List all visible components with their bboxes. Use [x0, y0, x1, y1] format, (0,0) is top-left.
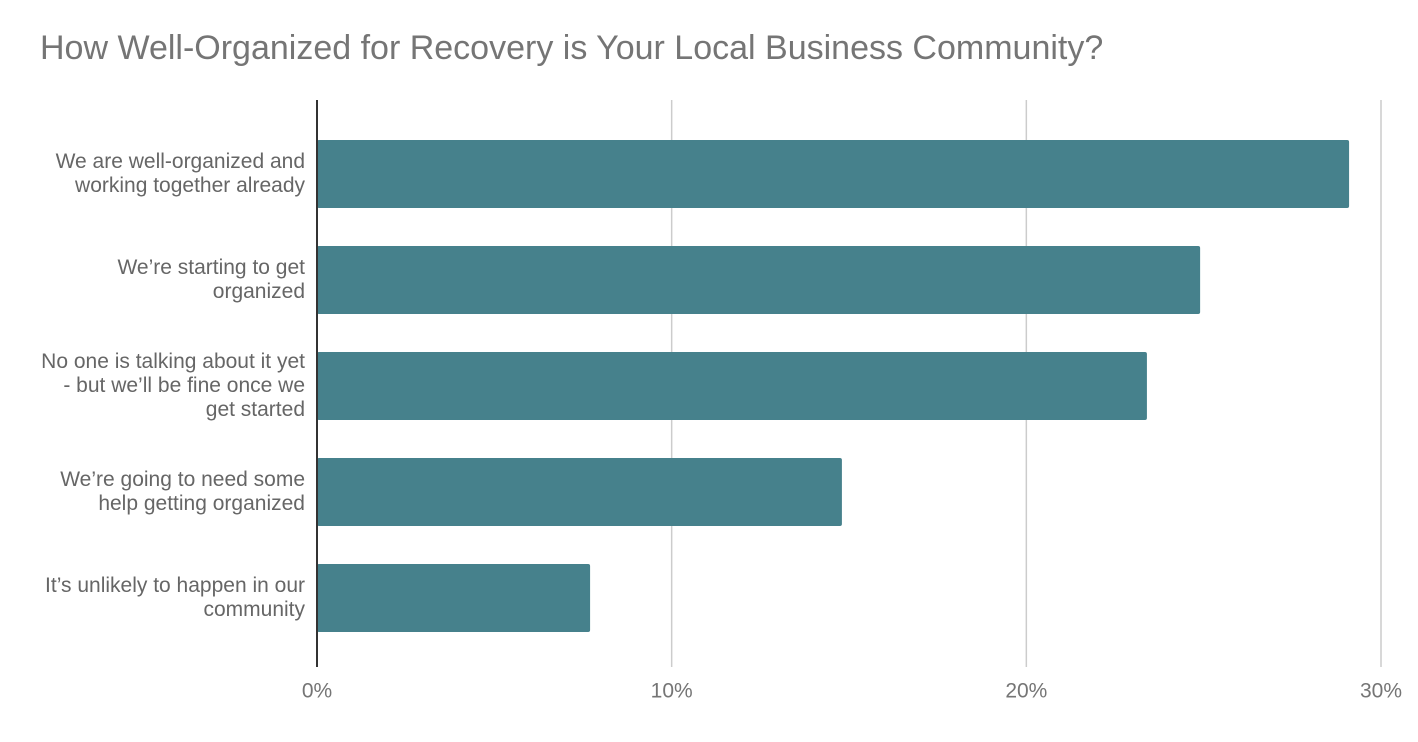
- x-tick-label: 0%: [302, 680, 332, 703]
- bar: [317, 352, 1147, 420]
- x-tick-label: 10%: [651, 680, 693, 703]
- y-tick-label: We’re starting to get organized: [117, 256, 305, 303]
- y-tick-label: We’re going to need some help getting or…: [60, 468, 305, 515]
- bar: [317, 458, 842, 526]
- bar: [317, 564, 591, 632]
- chart-title: How Well-Organized for Recovery is Your …: [40, 29, 1103, 67]
- x-tick-label: 20%: [1005, 680, 1047, 703]
- y-tick-label: No one is talking about it yet - but we’…: [41, 350, 305, 421]
- y-tick-label: We are well-organized and working togeth…: [55, 150, 305, 197]
- y-tick-label: It’s unlikely to happen in our community: [45, 574, 305, 621]
- x-tick-label: 30%: [1360, 680, 1402, 703]
- bar: [317, 246, 1201, 314]
- bar: [317, 140, 1350, 208]
